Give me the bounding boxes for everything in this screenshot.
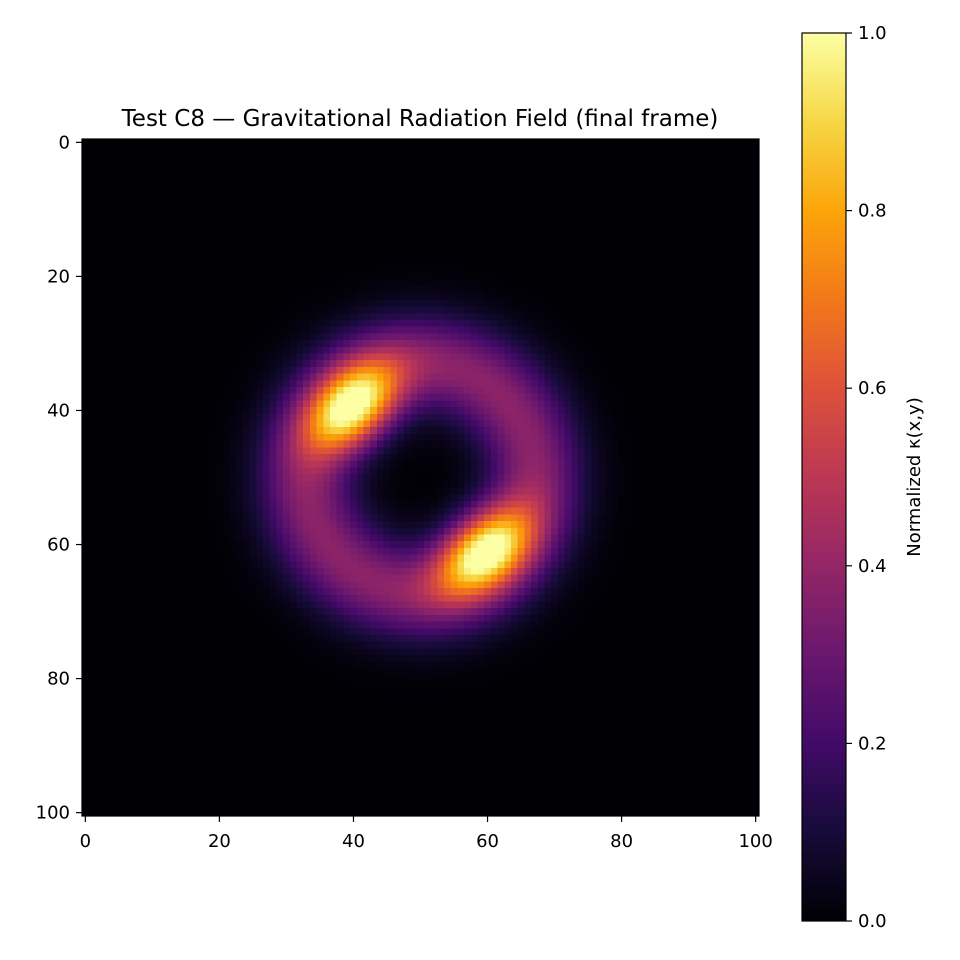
y-axis: 0 20 40 60 80 100 xyxy=(36,132,82,824)
colorbar-tick-label: 0.8 xyxy=(858,201,887,222)
x-tick-label: 80 xyxy=(610,831,633,852)
x-tick-label: 60 xyxy=(476,831,499,852)
x-tick-label: 100 xyxy=(738,831,772,852)
x-tick-label: 0 xyxy=(80,831,91,852)
colorbar-gradient xyxy=(801,32,847,922)
x-axis: 0 20 40 60 80 100 xyxy=(80,816,773,852)
colorbar-ticks: 0.0 0.2 0.4 0.6 0.8 1.0 xyxy=(846,23,887,932)
colorbar-tick-label: 0.2 xyxy=(858,733,887,754)
colorbar-tick-label: 1.0 xyxy=(858,23,887,44)
y-tick-label: 20 xyxy=(47,266,70,287)
colorbar-tick-label: 0.0 xyxy=(858,911,887,932)
colorbar-tick-label: 0.6 xyxy=(858,378,887,399)
y-tick-label: 100 xyxy=(36,803,70,824)
y-tick-label: 40 xyxy=(47,400,70,421)
y-tick-label: 60 xyxy=(47,535,70,556)
colorbar-label: Normalized κ(x,y) xyxy=(904,397,925,556)
x-tick-label: 20 xyxy=(208,831,231,852)
colorbar: 0.0 0.2 0.4 0.6 0.8 1.0 Normalized κ(x,y) xyxy=(801,23,925,932)
chart-title: Test C8 — Gravitational Radiation Field … xyxy=(121,106,719,132)
heatmap-plot-area xyxy=(81,138,760,817)
x-tick-label: 40 xyxy=(342,831,365,852)
y-tick-label: 0 xyxy=(59,132,70,153)
y-tick-label: 80 xyxy=(47,669,70,690)
heatmap-image xyxy=(82,139,759,816)
heatmap-image-container xyxy=(82,139,759,816)
heatmap-frame xyxy=(81,138,760,817)
colorbar-tick-label: 0.4 xyxy=(858,556,887,577)
